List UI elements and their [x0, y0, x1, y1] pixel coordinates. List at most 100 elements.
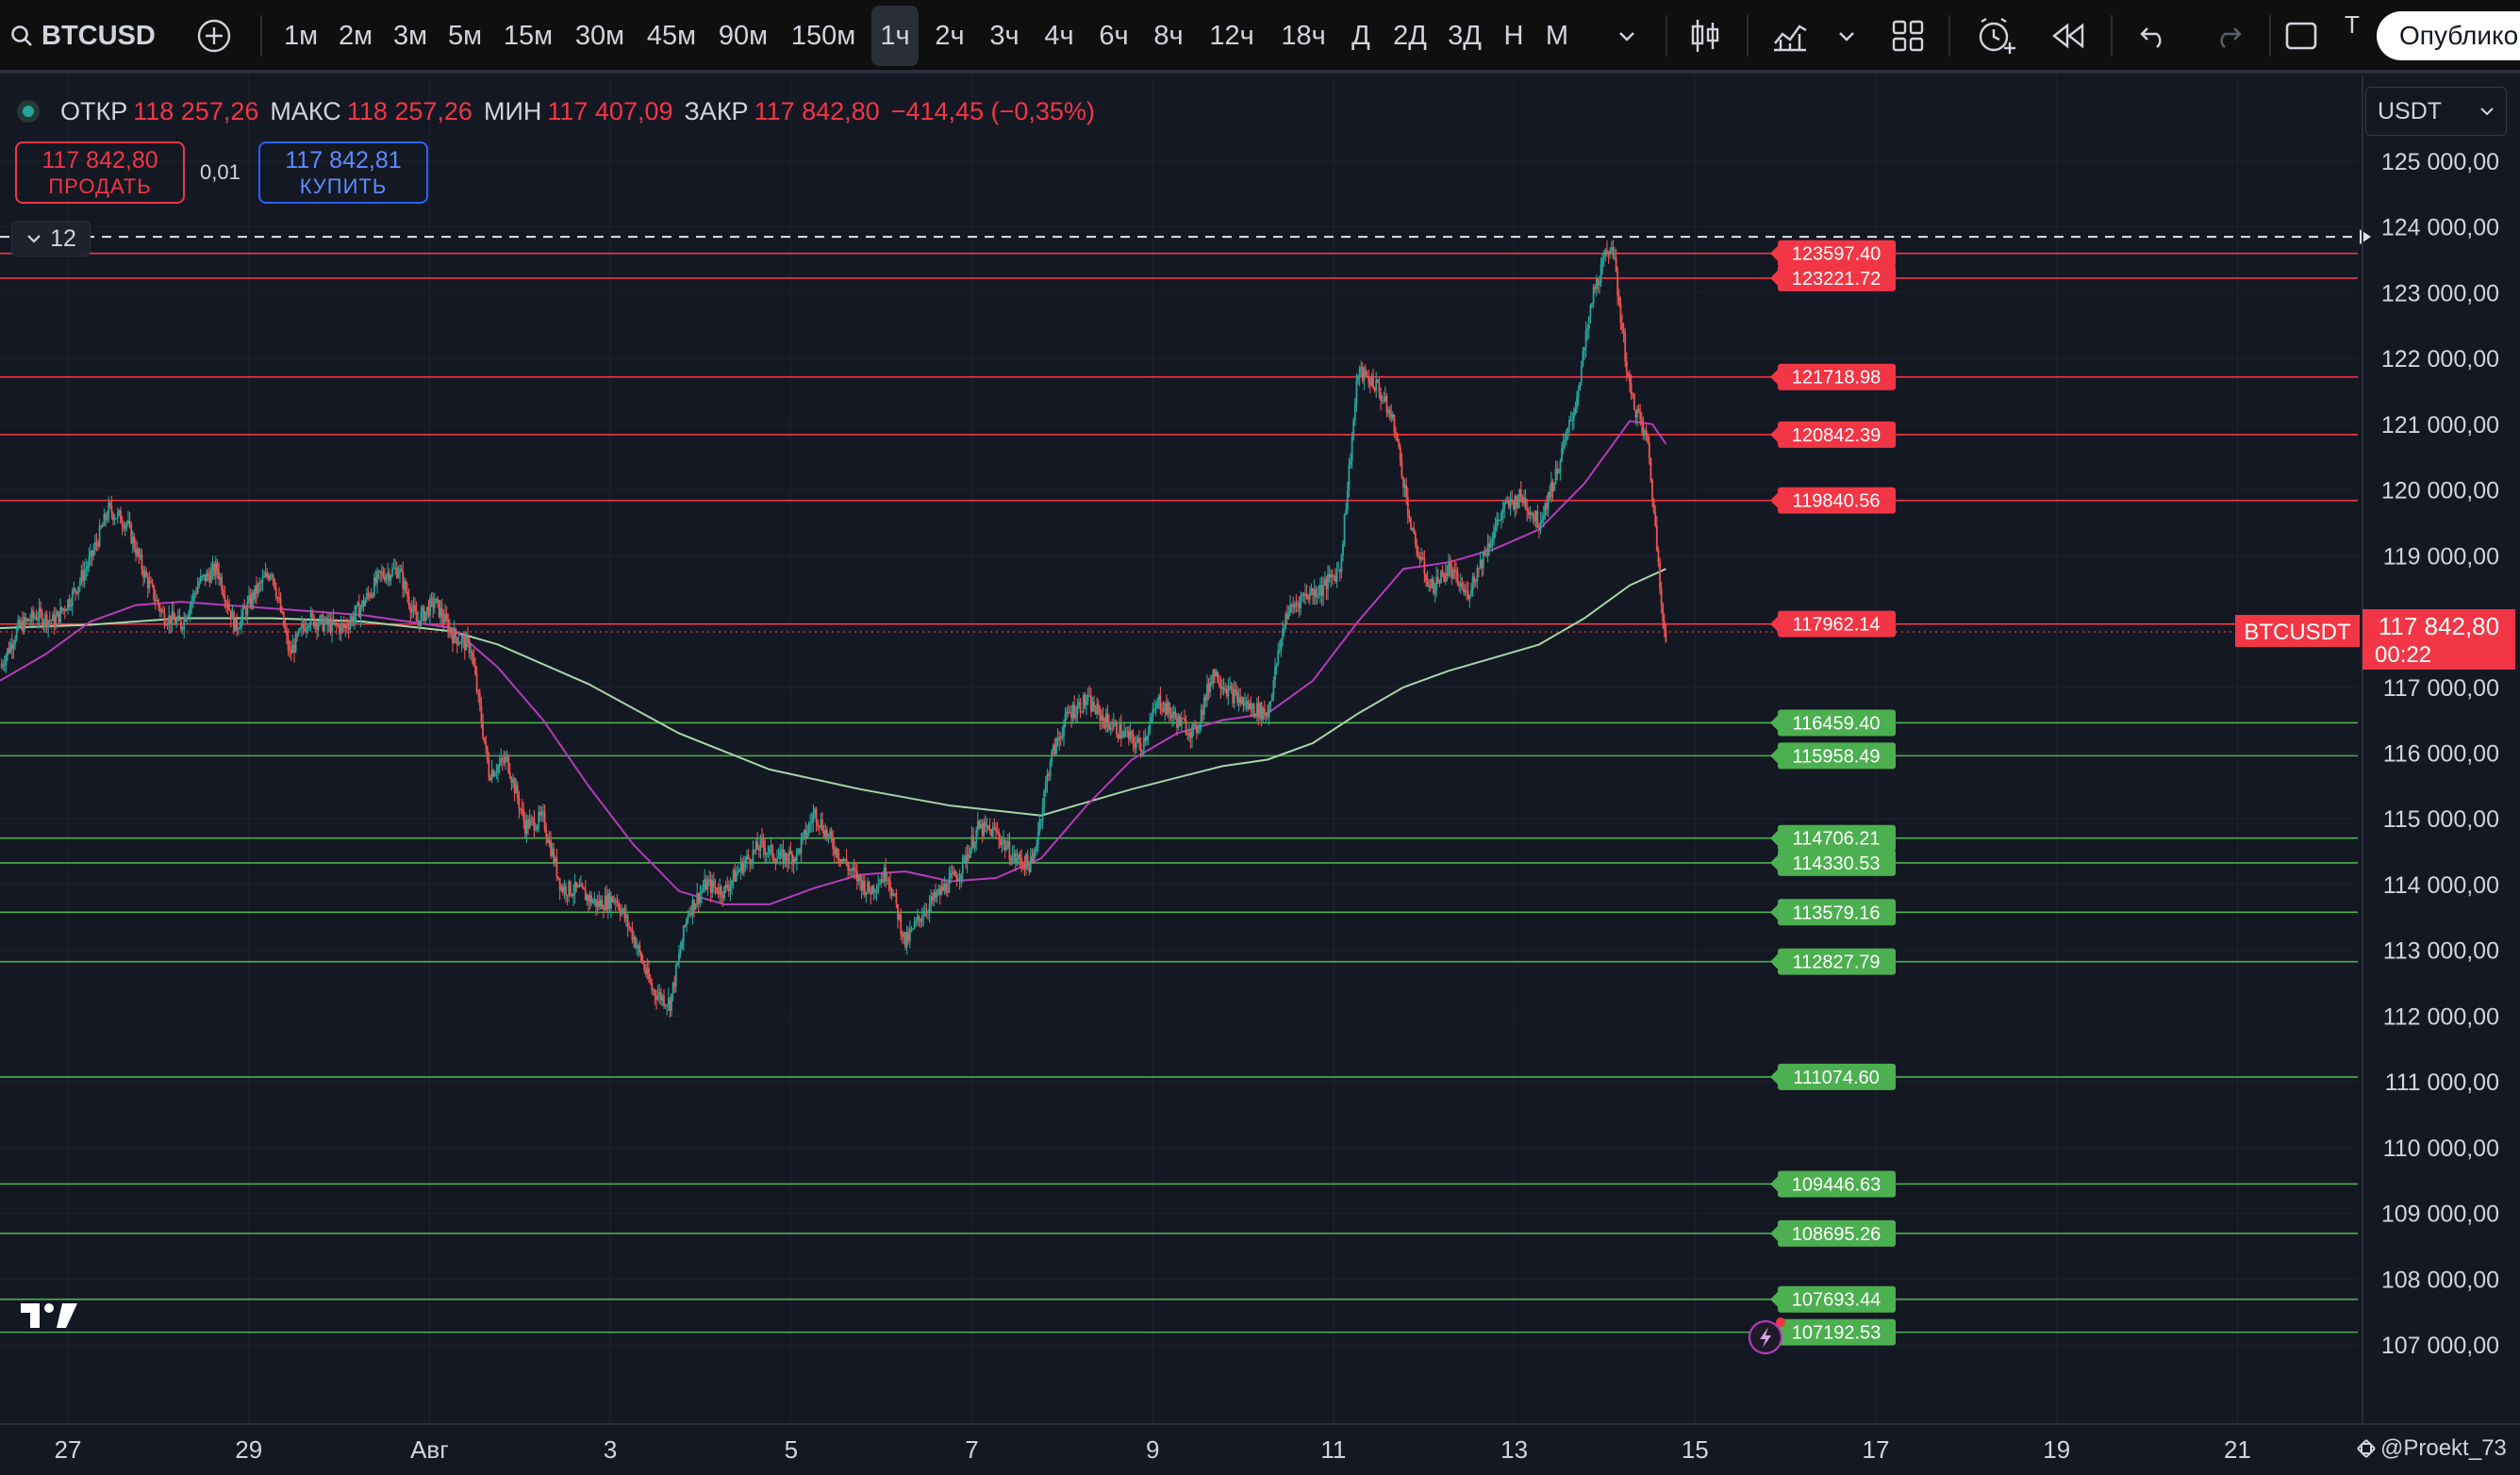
candle-body	[942, 886, 944, 891]
candle-body	[1428, 585, 1431, 587]
search-icon	[11, 25, 32, 46]
candle-body	[1663, 621, 1666, 631]
candle-body	[5, 655, 8, 666]
candle-body	[161, 610, 164, 613]
interval-11[interactable]: 2ч	[935, 20, 965, 51]
candle-body	[68, 599, 71, 606]
compare-add-button[interactable]	[194, 0, 234, 72]
candle-body	[606, 893, 609, 910]
candle-body	[488, 760, 490, 779]
interval-22[interactable]: М	[1545, 20, 1569, 51]
candles-chart-type-button[interactable]	[1686, 0, 1724, 72]
sell-button[interactable]: 117 842,80 ПРОДАТЬ	[15, 141, 185, 204]
buy-button[interactable]: 117 842,81 КУПИТЬ	[258, 141, 428, 204]
candle-body	[8, 648, 10, 653]
interval-10[interactable]: 1ч	[871, 6, 919, 66]
interval-6[interactable]: 30м	[574, 20, 625, 51]
candle-body	[1351, 437, 1353, 461]
symbol-label: BTCUSD	[41, 20, 156, 51]
candle-body	[1383, 400, 1385, 402]
candle-body	[803, 829, 805, 835]
interval-19[interactable]: 2Д	[1393, 20, 1427, 51]
candle-body	[895, 893, 898, 904]
tradingview-logo-icon[interactable]	[19, 1300, 81, 1332]
interval-20[interactable]: 3Д	[1448, 20, 1482, 51]
interval-12[interactable]: 3ч	[989, 20, 1020, 51]
candle-body	[1101, 715, 1102, 721]
redo-button[interactable]	[2209, 0, 2246, 72]
candle-body	[497, 766, 499, 773]
candle-body	[521, 809, 523, 811]
level-tag-label: 123597.40	[1792, 244, 1882, 265]
support-level-tag: 115958.49	[1770, 742, 1896, 770]
candle-body	[1263, 708, 1266, 716]
currency-select[interactable]: USDT	[2365, 87, 2507, 136]
lightning-icon[interactable]	[1747, 1315, 1788, 1356]
interval-2[interactable]: 2м	[338, 20, 373, 51]
undo-button[interactable]	[2135, 0, 2173, 72]
candle-body	[925, 911, 928, 913]
replay-button[interactable]	[2048, 0, 2088, 72]
candle-body	[70, 605, 73, 607]
candle-body	[908, 930, 911, 941]
fullscreen-button[interactable]	[2282, 0, 2320, 72]
candle-body	[116, 512, 119, 519]
candle-body	[128, 521, 131, 524]
candle-body	[105, 514, 107, 521]
interval-16[interactable]: 12ч	[1209, 20, 1254, 51]
candle-body	[777, 857, 780, 859]
level-tag-arrow	[1770, 1176, 1778, 1192]
interval-15[interactable]: 8ч	[1153, 20, 1184, 51]
candle-body	[264, 572, 267, 577]
interval-9[interactable]: 150м	[790, 20, 856, 51]
candle-body	[1390, 413, 1393, 418]
level-tag-bg	[1778, 709, 1896, 737]
resistance-level-tag: 123221.72	[1770, 264, 1896, 291]
candle-body	[320, 615, 323, 617]
toolbar-divider	[1747, 15, 1749, 57]
symbol-search-button[interactable]: BTCUSD	[9, 0, 156, 72]
intervals-dropdown-button[interactable]	[1613, 0, 1641, 72]
interval-17[interactable]: 18ч	[1281, 20, 1326, 51]
candle-body	[522, 809, 525, 820]
candle-body	[414, 605, 416, 612]
interval-5[interactable]: 15м	[503, 20, 554, 51]
interval-18[interactable]: Д	[1351, 20, 1370, 51]
interval-1[interactable]: 1м	[283, 20, 319, 51]
candle-body	[1109, 728, 1112, 730]
toolbar-divider	[2269, 15, 2271, 57]
interval-7[interactable]: 45м	[646, 20, 697, 51]
time-tick-label: 15	[1682, 1435, 1709, 1464]
interval-8[interactable]: 90м	[718, 20, 769, 51]
interval-4[interactable]: 5м	[447, 20, 483, 51]
candle-body	[812, 814, 815, 822]
indicators-button[interactable]	[1769, 0, 1811, 72]
interval-3[interactable]: 3м	[392, 20, 428, 51]
candle-body	[180, 621, 182, 630]
candle-body	[1116, 721, 1118, 736]
interval-14[interactable]: 6ч	[1099, 20, 1129, 51]
interval-21[interactable]: Н	[1503, 20, 1524, 51]
indicators-dropdown-button[interactable]	[1835, 0, 1858, 72]
candle-body	[1019, 854, 1021, 859]
templates-button[interactable]	[1890, 0, 1926, 72]
candle-body	[1335, 575, 1336, 582]
candle-body	[2, 664, 5, 666]
interval-13[interactable]: 4ч	[1044, 20, 1074, 51]
publish-button[interactable]: Опублико	[2377, 11, 2520, 60]
indicators-collapse-toggle[interactable]: 12	[11, 221, 91, 257]
candle-body	[1127, 731, 1130, 739]
alert-button[interactable]	[1975, 0, 2016, 72]
candle-body	[711, 880, 714, 893]
candle-body	[560, 887, 563, 890]
candle-body	[329, 621, 332, 633]
candle-body	[237, 629, 240, 631]
candle-body	[1518, 489, 1521, 503]
candle-body	[853, 867, 855, 870]
candle-body	[369, 594, 371, 598]
candle-body	[418, 621, 421, 626]
candle-body	[53, 614, 56, 628]
candle-body	[669, 998, 671, 1012]
chart-grid	[0, 75, 2358, 1424]
